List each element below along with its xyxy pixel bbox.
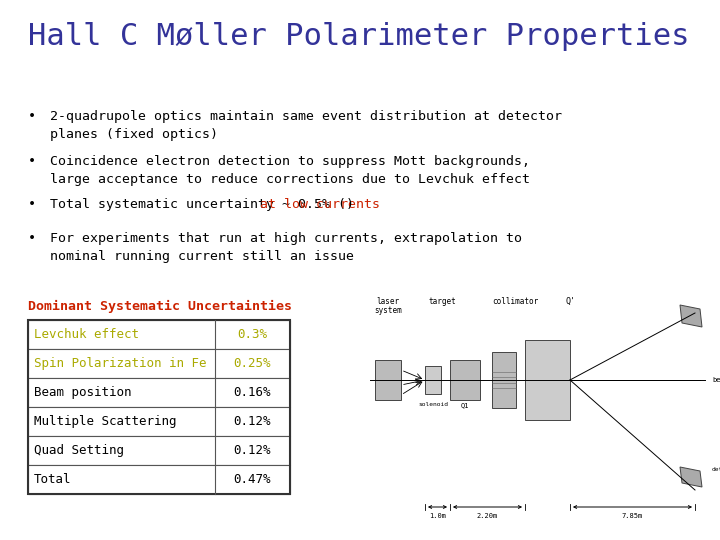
Text: 0.12%: 0.12% bbox=[234, 415, 271, 428]
Polygon shape bbox=[680, 467, 702, 487]
Text: Dominant Systematic Uncertainties: Dominant Systematic Uncertainties bbox=[28, 300, 292, 313]
Text: 0.47%: 0.47% bbox=[234, 473, 271, 486]
Text: 1.0m: 1.0m bbox=[429, 513, 446, 519]
Text: Total: Total bbox=[34, 473, 71, 486]
Text: 0.12%: 0.12% bbox=[234, 444, 271, 457]
Text: Q': Q' bbox=[565, 297, 575, 306]
Text: •: • bbox=[28, 155, 36, 168]
Bar bbox=[375, 360, 401, 400]
Text: Hall C Møller Polarimeter Properties: Hall C Møller Polarimeter Properties bbox=[28, 22, 690, 51]
Bar bbox=[28, 378, 290, 407]
Text: 2-quadrupole optics maintain same event distribution at detector
planes (fixed o: 2-quadrupole optics maintain same event … bbox=[50, 110, 562, 141]
Text: Total systematic uncertainty ~ 0.5% (: Total systematic uncertainty ~ 0.5% ( bbox=[50, 198, 346, 211]
Text: 0.16%: 0.16% bbox=[234, 386, 271, 399]
Text: Q1: Q1 bbox=[461, 402, 469, 408]
Text: solenoid: solenoid bbox=[418, 402, 448, 407]
Text: at low currents: at low currents bbox=[260, 198, 380, 211]
Text: Multiple Scattering: Multiple Scattering bbox=[34, 415, 176, 428]
Text: •: • bbox=[28, 232, 36, 245]
Bar bbox=[28, 320, 290, 349]
Text: 0.3%: 0.3% bbox=[238, 328, 268, 341]
Text: Coincidence electron detection to suppress Mott backgrounds,
large acceptance to: Coincidence electron detection to suppre… bbox=[50, 155, 530, 186]
Text: 0.25%: 0.25% bbox=[234, 357, 271, 370]
Bar bbox=[28, 436, 290, 465]
Text: beam: beam bbox=[712, 377, 720, 383]
Bar bbox=[450, 360, 480, 400]
Text: •: • bbox=[28, 198, 36, 211]
Bar bbox=[28, 465, 290, 494]
Bar bbox=[425, 366, 441, 394]
Bar bbox=[28, 407, 290, 436]
Text: Quad Setting: Quad Setting bbox=[34, 444, 124, 457]
Text: Beam position: Beam position bbox=[34, 386, 132, 399]
Bar bbox=[28, 320, 290, 494]
Text: detectors: detectors bbox=[712, 467, 720, 472]
Bar bbox=[525, 340, 570, 420]
Text: •: • bbox=[28, 110, 36, 123]
Text: collimator: collimator bbox=[492, 297, 538, 306]
Text: For experiments that run at high currents, extrapolation to
nominal running curr: For experiments that run at high current… bbox=[50, 232, 522, 263]
Text: system: system bbox=[374, 306, 402, 315]
Bar bbox=[492, 352, 516, 408]
Text: ): ) bbox=[346, 198, 354, 211]
Text: target: target bbox=[428, 297, 456, 306]
Text: laser: laser bbox=[377, 297, 400, 306]
Text: 7.85m: 7.85m bbox=[622, 513, 643, 519]
Text: Spin Polarization in Fe: Spin Polarization in Fe bbox=[34, 357, 207, 370]
Text: 2.20m: 2.20m bbox=[477, 513, 498, 519]
Text: Levchuk effect: Levchuk effect bbox=[34, 328, 139, 341]
Polygon shape bbox=[680, 305, 702, 327]
Bar bbox=[28, 349, 290, 378]
